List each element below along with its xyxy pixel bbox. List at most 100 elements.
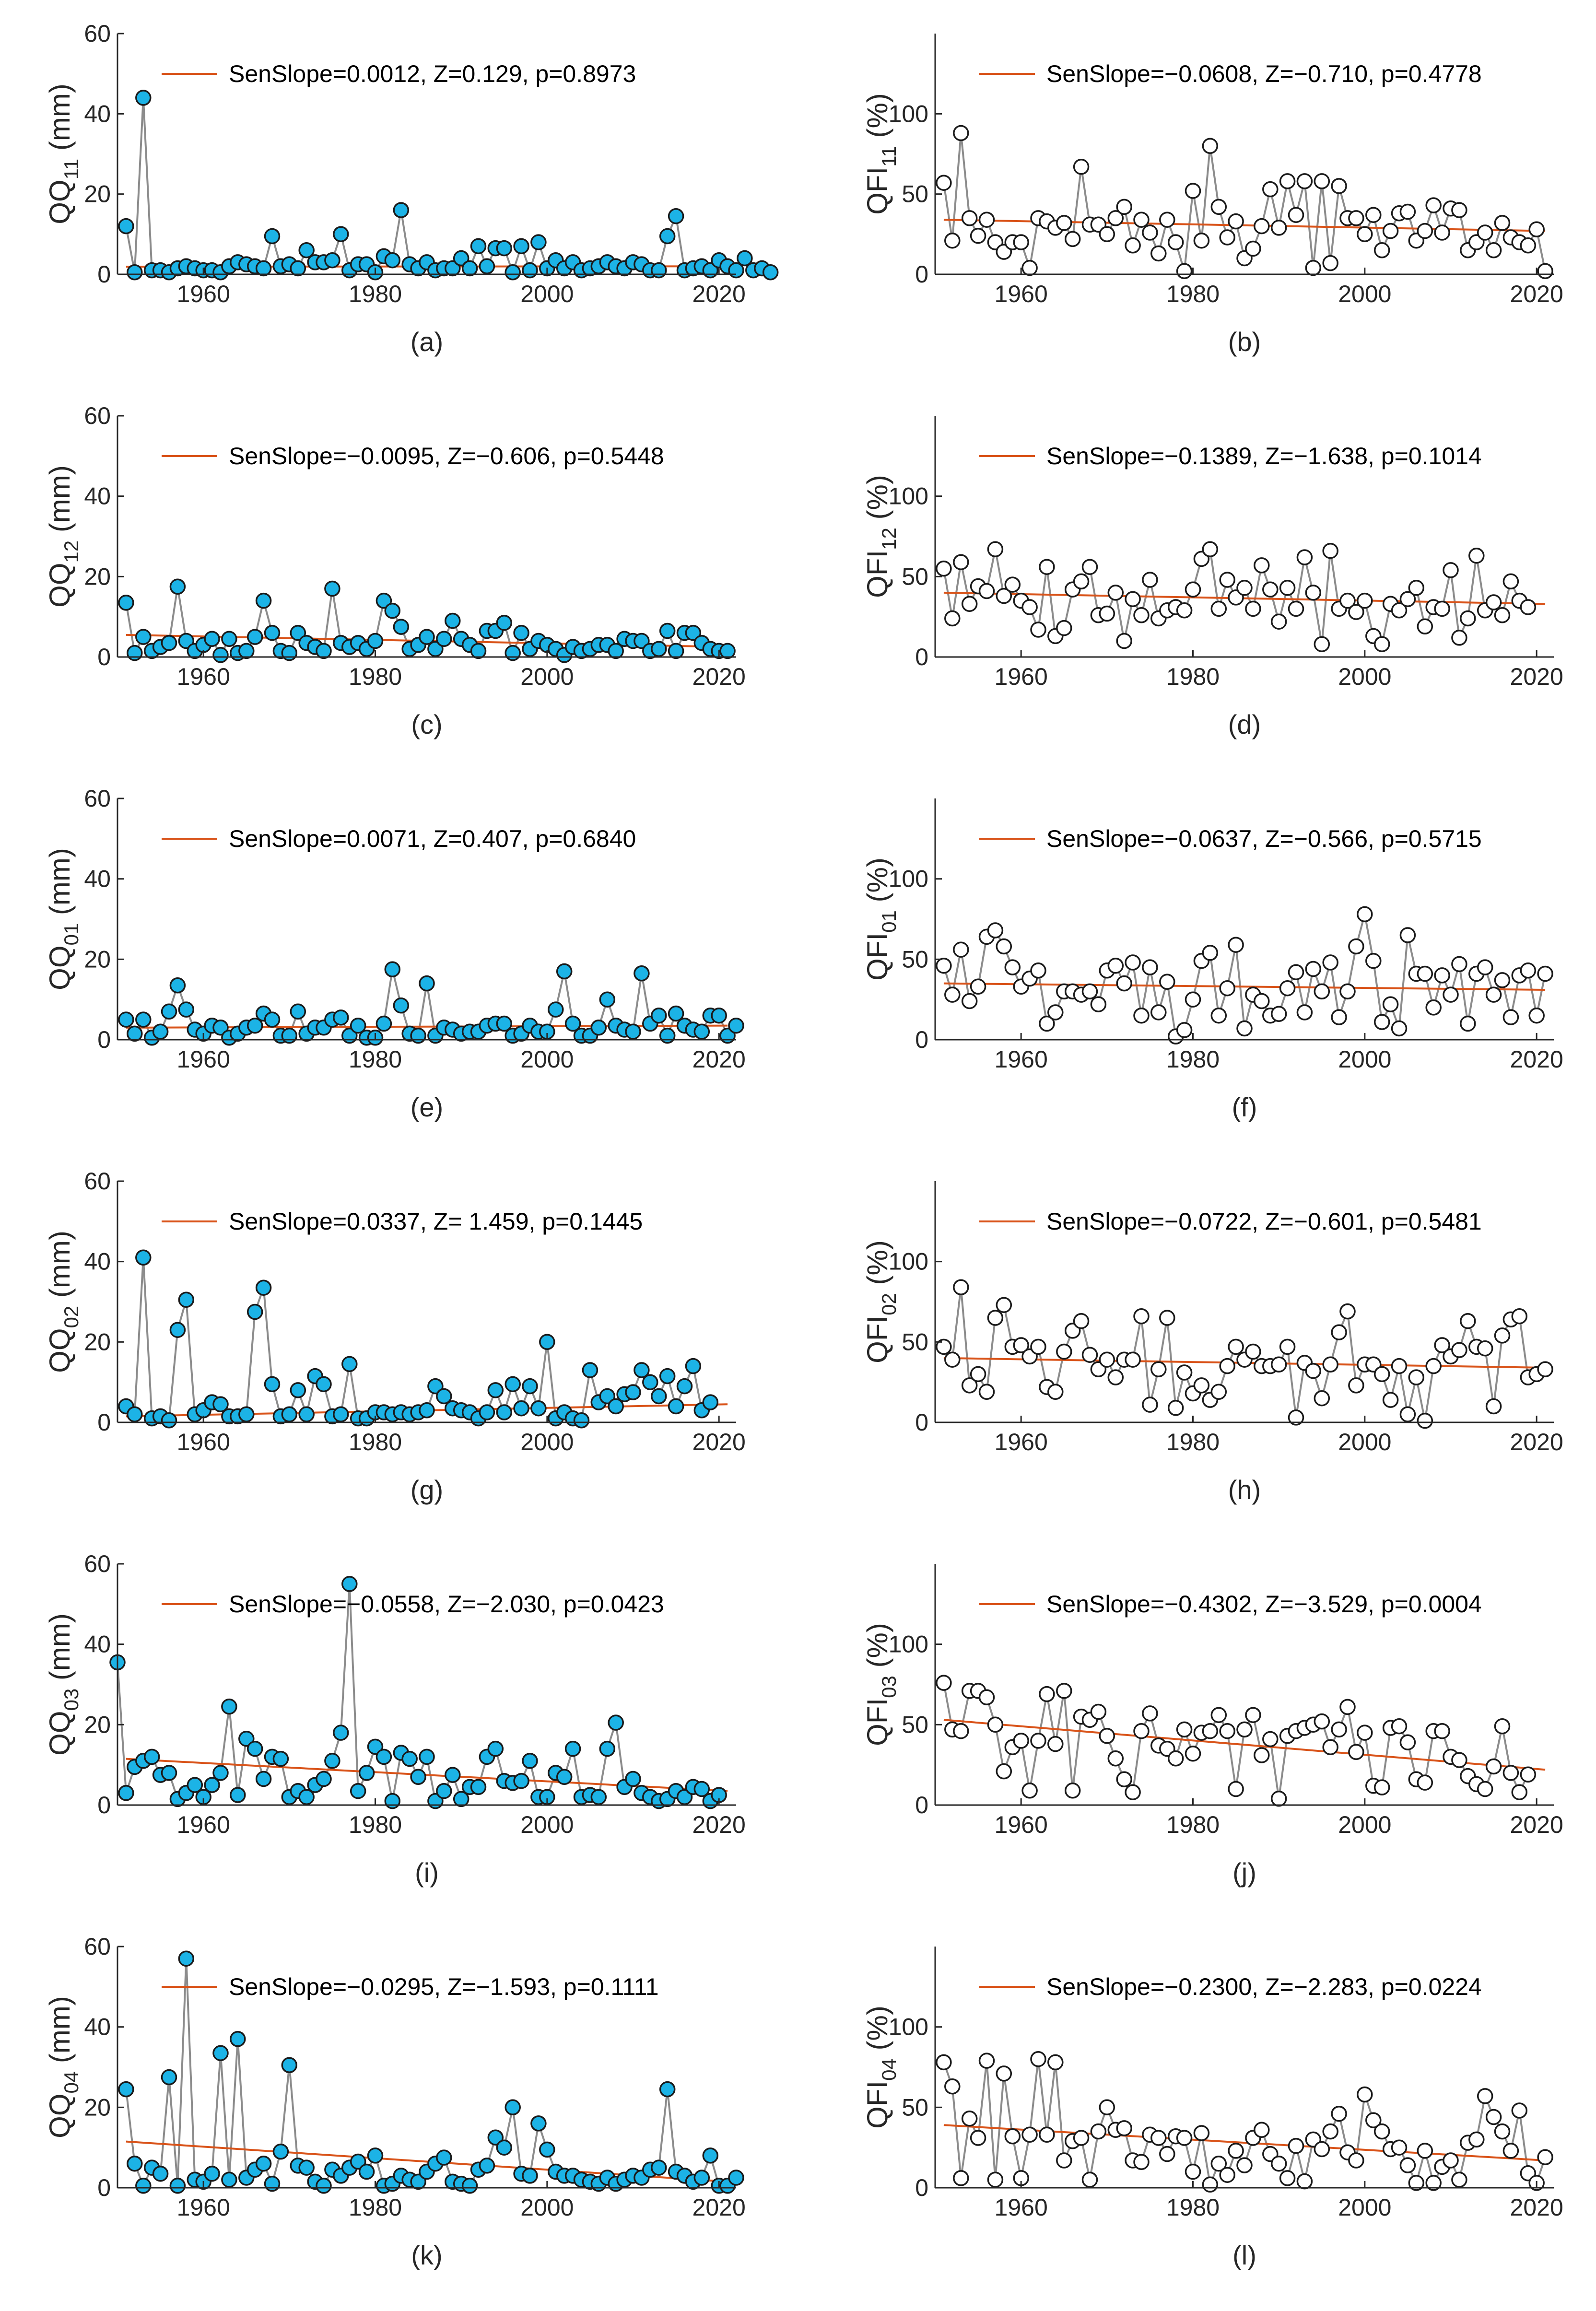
data-point bbox=[178, 1950, 195, 1967]
x-tick-label: 1980 bbox=[1166, 281, 1220, 307]
y-axis-label-unit: (%) bbox=[861, 1623, 893, 1676]
data-point bbox=[1090, 2123, 1107, 2140]
data-point bbox=[987, 922, 1004, 938]
data-point bbox=[161, 1765, 177, 1781]
data-point bbox=[1434, 967, 1450, 984]
y-axis-label-main: QQ bbox=[44, 179, 76, 224]
data-point bbox=[1270, 1790, 1287, 1807]
data-point bbox=[1073, 2130, 1090, 2146]
data-point bbox=[1125, 1351, 1141, 1368]
data-point bbox=[996, 1297, 1012, 1313]
data-point bbox=[1150, 245, 1167, 262]
data-point bbox=[1262, 181, 1279, 198]
data-point bbox=[1133, 1308, 1150, 1325]
data-point bbox=[625, 1384, 641, 1400]
data-point bbox=[530, 1400, 547, 1417]
y-tick-label: 0 bbox=[97, 1026, 111, 1053]
x-tick-label: 1980 bbox=[349, 1046, 402, 1073]
y-axis-label: QQ12 (mm) bbox=[44, 465, 82, 608]
y-tick-label: 50 bbox=[902, 563, 928, 590]
data-point bbox=[350, 1017, 366, 1034]
data-point bbox=[1047, 1736, 1064, 1752]
data-point bbox=[1013, 1733, 1029, 1749]
y-tick-label: 20 bbox=[84, 181, 111, 208]
data-point bbox=[625, 1023, 641, 1040]
data-point bbox=[1185, 581, 1201, 598]
y-axis-label-subscript: 04 bbox=[878, 2058, 900, 2081]
y-tick-label: 60 bbox=[84, 1550, 111, 1577]
data-point bbox=[1331, 2105, 1347, 2122]
data-point bbox=[1357, 1724, 1373, 1741]
data-point bbox=[1228, 2143, 1244, 2159]
data-point bbox=[135, 90, 152, 106]
data-point bbox=[651, 1388, 667, 1405]
data-point bbox=[487, 1382, 504, 1398]
legend-text: SenSlope=−0.4302, Z=−3.529, p=0.0004 bbox=[1046, 1591, 1482, 1618]
data-point bbox=[1150, 1361, 1167, 1378]
y-axis-label-subscript: 12 bbox=[60, 540, 82, 563]
data-point bbox=[505, 264, 521, 281]
data-point bbox=[1477, 959, 1493, 975]
data-point bbox=[479, 1404, 495, 1420]
x-tick-label: 2020 bbox=[1510, 1811, 1563, 1838]
data-point bbox=[427, 641, 444, 657]
data-point bbox=[702, 1394, 719, 1410]
data-point bbox=[1176, 1022, 1193, 1038]
y-axis-label-unit: (%) bbox=[861, 93, 893, 146]
panel-a: 0 20 40 60 1960 1980 2000 2020 QQ11 (mm) SenSlope… bbox=[44, 20, 779, 357]
data-point bbox=[135, 2178, 152, 2194]
data-point bbox=[1167, 234, 1184, 250]
data-point bbox=[1081, 1347, 1098, 1363]
data-point bbox=[324, 1753, 340, 1769]
y-tick-label: 0 bbox=[915, 261, 928, 288]
data-point bbox=[505, 2099, 521, 2116]
panel-label: (k) bbox=[411, 2240, 442, 2270]
x-tick-label: 2020 bbox=[1510, 2194, 1563, 2221]
x-tick-label: 1980 bbox=[349, 2194, 402, 2221]
data-point bbox=[996, 2065, 1012, 2082]
x-tick-label: 2000 bbox=[1338, 281, 1391, 307]
data-point bbox=[1443, 986, 1459, 1003]
data-point bbox=[1133, 607, 1150, 623]
data-point bbox=[1425, 999, 1442, 1016]
panel-i: 0 20 40 60 1960 1980 2000 2020 QQ03 (mm) SenSlope… bbox=[44, 1550, 746, 1888]
data-point bbox=[1047, 1004, 1064, 1021]
data-point bbox=[1176, 1721, 1193, 1738]
data-point bbox=[1021, 1783, 1038, 1799]
data-point bbox=[1004, 2128, 1021, 2145]
y-axis-label-main: QFI bbox=[861, 1315, 893, 1363]
data-point bbox=[1228, 937, 1244, 953]
data-point bbox=[936, 2054, 952, 2071]
data-point bbox=[1254, 2122, 1270, 2138]
data-point bbox=[1494, 215, 1511, 231]
y-axis-label: QQ02 (mm) bbox=[44, 1231, 82, 1373]
data-point bbox=[1099, 1351, 1115, 1368]
data-point bbox=[316, 2178, 332, 2194]
data-point bbox=[178, 633, 195, 649]
data-point bbox=[290, 1382, 306, 1398]
data-point bbox=[1451, 630, 1467, 646]
data-point bbox=[659, 2081, 676, 2098]
data-point bbox=[255, 1771, 272, 1787]
legend-text: SenSlope=−0.0608, Z=−0.710, p=0.4778 bbox=[1046, 60, 1482, 87]
data-point bbox=[1305, 1362, 1322, 1379]
panel-label: (i) bbox=[415, 1857, 439, 1888]
data-point bbox=[522, 1753, 538, 1769]
data-point bbox=[1245, 240, 1261, 257]
data-point bbox=[445, 612, 461, 629]
data-point bbox=[1202, 138, 1219, 154]
data-point bbox=[1056, 215, 1072, 231]
data-point bbox=[135, 1249, 152, 1266]
legend-text: SenSlope=−0.0558, Z=−2.030, p=0.0423 bbox=[229, 1591, 664, 1618]
x-tick-label: 1960 bbox=[995, 281, 1048, 307]
data-point bbox=[1270, 2155, 1287, 2172]
panel-label: (b) bbox=[1228, 327, 1261, 357]
y-tick-label: 40 bbox=[84, 2014, 111, 2041]
panel-j: 0 50 100 1960 1980 2000 2020 QFI03 (%) SenSlope=… bbox=[861, 1564, 1563, 1888]
data-point bbox=[1047, 1384, 1064, 1400]
data-point bbox=[728, 1017, 744, 1034]
data-point bbox=[118, 218, 134, 235]
data-point bbox=[1314, 1713, 1330, 1730]
data-point bbox=[367, 1738, 384, 1755]
data-point bbox=[1520, 599, 1537, 615]
